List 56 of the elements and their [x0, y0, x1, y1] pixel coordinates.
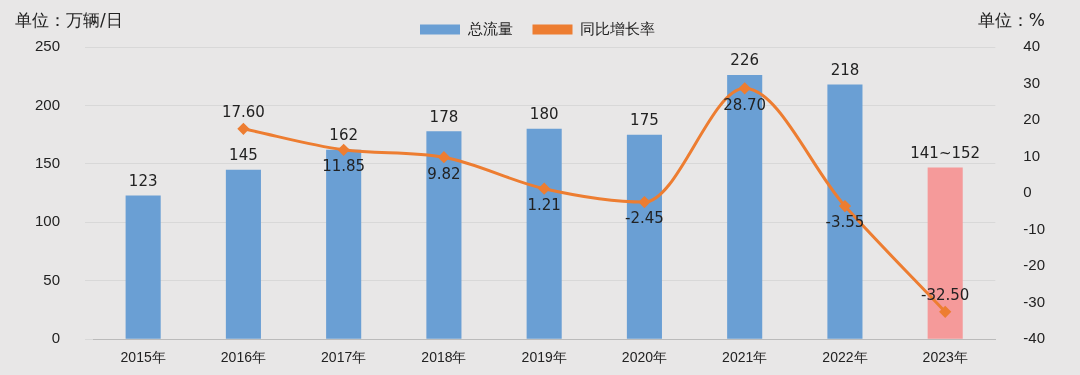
x-tick-label: 2021年 — [722, 349, 768, 366]
data-label: 180 — [529, 105, 559, 124]
y2-tick-label: 30 — [1023, 73, 1041, 91]
y2-tick-label: -20 — [1023, 256, 1046, 274]
data-label: -32.50 — [921, 286, 970, 305]
data-label: 218 — [830, 60, 860, 79]
y-tick-label: 150 — [35, 154, 61, 172]
data-label: 162 — [329, 126, 358, 145]
y-tick-label: 50 — [43, 270, 61, 288]
bar — [326, 149, 362, 339]
x-tick-label: 2016年 — [220, 349, 266, 366]
x-tick-label: 2017年 — [321, 349, 367, 366]
bar — [426, 131, 462, 339]
bar — [125, 195, 161, 339]
data-label: 226 — [730, 51, 759, 70]
point — [438, 151, 450, 163]
x-tick-label: 2019年 — [521, 349, 567, 366]
y-tick-label: 250 — [35, 37, 61, 55]
y-tick-label: 0 — [51, 329, 61, 347]
y2-axis-title: 单位：% — [977, 10, 1045, 31]
point — [638, 196, 650, 208]
annotation: 141~152 — [910, 143, 981, 162]
x-tick-label: 2018年 — [421, 349, 467, 366]
y2-tick-label: -30 — [1023, 292, 1046, 310]
data-label: 178 — [429, 107, 459, 126]
y2-tick-label: 10 — [1023, 146, 1041, 164]
point — [338, 144, 350, 156]
bar — [626, 134, 662, 339]
bar — [526, 128, 562, 339]
legend-label: 同比增长率 — [580, 19, 655, 37]
x-tick-label: 2015年 — [120, 349, 166, 366]
point — [538, 183, 550, 195]
x-tick-label: 2022年 — [822, 349, 868, 366]
point — [839, 200, 851, 212]
point — [939, 306, 951, 318]
y2-tick-label: -10 — [1023, 219, 1046, 237]
data-label: 1.21 — [527, 196, 561, 215]
y-tick-label: 200 — [35, 95, 61, 113]
data-label: 145 — [229, 146, 258, 165]
legend-label: 总流量 — [466, 19, 513, 37]
bar — [225, 169, 261, 339]
x-tick-label: 2023年 — [922, 349, 968, 366]
y2-tick-label: 20 — [1023, 110, 1041, 128]
y2-tick-label: 0 — [1023, 183, 1032, 201]
x-tick-label: 2020年 — [621, 349, 668, 366]
data-label: 123 — [128, 171, 158, 190]
data-label: 175 — [630, 111, 659, 130]
y-tick-label: 100 — [35, 212, 61, 230]
point — [237, 123, 249, 135]
y2-tick-label: -40 — [1023, 329, 1046, 347]
data-label: 17.60 — [221, 103, 265, 122]
data-label: 9.82 — [427, 164, 461, 183]
y2-tick-label: 40 — [1023, 37, 1041, 55]
point — [739, 82, 751, 94]
bar — [827, 84, 863, 339]
y-axis-title: 单位：万辆/日 — [15, 10, 123, 31]
